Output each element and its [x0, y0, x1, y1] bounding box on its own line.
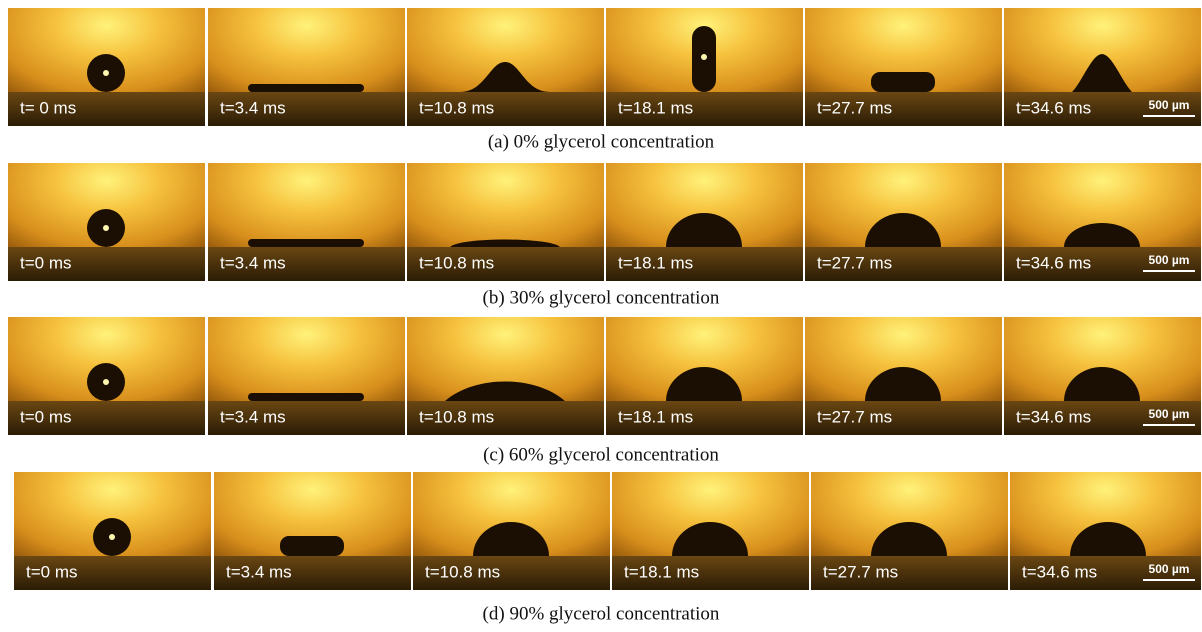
- time-label: t=27.7 ms: [817, 407, 892, 426]
- time-label: t=34.6 ms: [1016, 253, 1091, 272]
- frame: t=10.8 ms: [407, 317, 604, 435]
- time-label: t=10.8 ms: [419, 98, 494, 117]
- highlight: [701, 54, 707, 60]
- frame: t=3.4 ms: [208, 163, 405, 281]
- time-label: t=34.6 ms: [1022, 562, 1097, 581]
- time-label: t= 0 ms: [20, 98, 76, 117]
- time-label: t=34.6 ms: [1016, 407, 1091, 426]
- time-label: t=10.8 ms: [419, 253, 494, 272]
- panel: t=0 ms t=3.4 ms t=10.8 ms t=18.1 ms t=27.7 m…: [14, 472, 1201, 624]
- time-label: t=10.8 ms: [425, 562, 500, 581]
- frame: t=18.1 ms: [612, 472, 809, 590]
- time-label: t=0 ms: [20, 407, 72, 426]
- frame: t=10.8 ms: [407, 163, 604, 281]
- time-label: t=27.7 ms: [817, 253, 892, 272]
- time-label: t=3.4 ms: [220, 253, 286, 272]
- droplet: [248, 393, 364, 401]
- time-label: t=27.7 ms: [823, 562, 898, 581]
- panel: t=0 ms t=3.4 ms t=10.8 ms t=18.1 ms t=27.7 m…: [8, 317, 1201, 465]
- droplet: [248, 239, 364, 247]
- droplet: [280, 536, 344, 556]
- scale-bar-label: 500 µm: [1149, 98, 1190, 112]
- frame: t=3.4 ms: [208, 8, 405, 126]
- frame: t=0 ms: [8, 317, 205, 435]
- panel-caption: (c) 60% glycerol concentration: [483, 444, 719, 465]
- frame: t=27.7 ms: [805, 317, 1002, 435]
- frame: t=0 ms: [14, 472, 211, 590]
- time-label: t=3.4 ms: [220, 98, 286, 117]
- time-label: t=18.1 ms: [624, 562, 699, 581]
- frame: t=10.8 ms: [413, 472, 610, 590]
- panel-caption: (b) 30% glycerol concentration: [483, 287, 720, 308]
- time-label: t=18.1 ms: [618, 407, 693, 426]
- droplet: [871, 72, 935, 92]
- frame: t=18.1 ms: [606, 317, 803, 435]
- scale-bar-label: 500 µm: [1149, 253, 1190, 267]
- frame: t=0 ms: [8, 163, 205, 281]
- frame: t=10.8 ms: [407, 8, 604, 126]
- scale-bar-label: 500 µm: [1149, 562, 1190, 576]
- frame: t=27.7 ms: [805, 8, 1002, 126]
- figure: t= 0 ms t=3.4 ms t=10.8 ms t=18.1 ms t=27.7 …: [0, 0, 1202, 632]
- frame: t=18.1 ms: [606, 163, 803, 281]
- scale-bar-label: 500 µm: [1149, 407, 1190, 421]
- panel: t=0 ms t=3.4 ms t=10.8 ms t=18.1 ms t=27.7 m…: [8, 163, 1201, 308]
- time-label: t=18.1 ms: [618, 98, 693, 117]
- highlight: [109, 534, 115, 540]
- time-label: t=27.7 ms: [817, 98, 892, 117]
- time-label: t=0 ms: [26, 562, 78, 581]
- time-label: t=18.1 ms: [618, 253, 693, 272]
- time-label: t=34.6 ms: [1016, 98, 1091, 117]
- time-label: t=0 ms: [20, 253, 72, 272]
- frame: t=18.1 ms: [606, 8, 803, 126]
- frame: t= 0 ms: [8, 8, 205, 126]
- highlight: [103, 225, 109, 231]
- frame: t=3.4 ms: [208, 317, 405, 435]
- time-label: t=3.4 ms: [220, 407, 286, 426]
- panel-caption: (a) 0% glycerol concentration: [488, 131, 715, 152]
- panel: t= 0 ms t=3.4 ms t=10.8 ms t=18.1 ms t=27.7 …: [8, 8, 1201, 152]
- time-label: t=3.4 ms: [226, 562, 292, 581]
- time-label: t=10.8 ms: [419, 407, 494, 426]
- highlight: [103, 70, 109, 76]
- highlight: [103, 379, 109, 385]
- frame: t=27.7 ms: [805, 163, 1002, 281]
- panel-caption: (d) 90% glycerol concentration: [483, 603, 720, 624]
- droplet: [248, 84, 364, 92]
- frame: t=3.4 ms: [214, 472, 411, 590]
- frame: t=27.7 ms: [811, 472, 1008, 590]
